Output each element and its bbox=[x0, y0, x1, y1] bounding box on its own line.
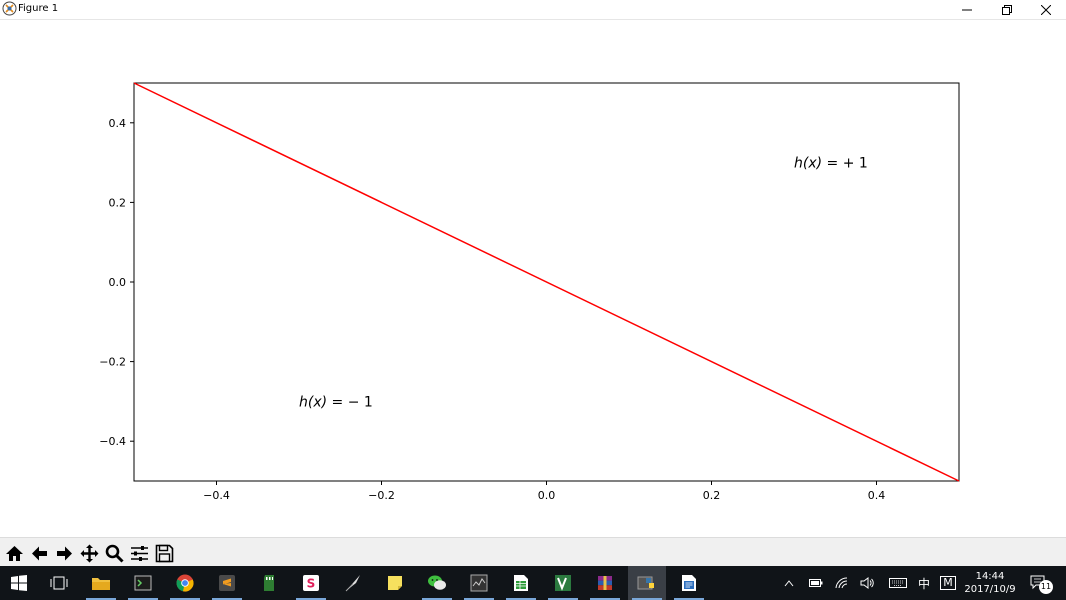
pan-icon bbox=[80, 544, 99, 563]
back-button[interactable] bbox=[28, 542, 51, 565]
taskbar-wechat[interactable] bbox=[418, 566, 456, 600]
save-icon bbox=[155, 544, 174, 563]
tray-keyboard[interactable] bbox=[885, 566, 911, 600]
window-title: Figure 1 bbox=[18, 3, 59, 14]
home-icon bbox=[6, 546, 23, 561]
navigation-toolbar bbox=[0, 537, 1066, 567]
taskbar-writer[interactable] bbox=[670, 566, 708, 600]
x-tick-label: −0.2 bbox=[368, 489, 395, 502]
winrar-icon bbox=[598, 576, 612, 590]
quill-icon bbox=[345, 575, 360, 592]
configure-button[interactable] bbox=[128, 542, 151, 565]
keyboard-icon bbox=[889, 578, 907, 588]
x-tick-label: 0.4 bbox=[868, 489, 886, 502]
battery-icon bbox=[809, 579, 823, 587]
app-icon bbox=[2, 1, 17, 16]
back-icon bbox=[32, 546, 47, 561]
restore-button[interactable] bbox=[987, 0, 1027, 19]
annotation-label: h(x) = − 1 bbox=[299, 394, 373, 410]
tray-ime-mode[interactable]: M bbox=[938, 566, 958, 600]
svg-text:S: S bbox=[307, 577, 316, 591]
clock-time: 14:44 bbox=[975, 571, 1005, 582]
y-tick-label: −0.4 bbox=[99, 435, 126, 448]
taskbar: S bbox=[0, 566, 1066, 600]
taskbar-slack[interactable]: S bbox=[292, 566, 330, 600]
taskbar-chrome[interactable] bbox=[166, 566, 204, 600]
taskbar-sublime[interactable] bbox=[208, 566, 246, 600]
task-view-icon bbox=[50, 576, 68, 590]
start-icon bbox=[11, 575, 27, 591]
tray-volume[interactable] bbox=[857, 566, 877, 600]
writer-icon bbox=[682, 575, 696, 591]
taskbar-spreadsheet[interactable] bbox=[502, 566, 540, 600]
series-line bbox=[133, 82, 960, 482]
figure-canvas[interactable]: −0.4 −0.2 0.0 0.2 0.4 0.4 0.2 0.0 −0.2 −0.4 h(x) =… bbox=[0, 20, 1066, 537]
annotation-label: h(x) = + 1 bbox=[794, 156, 868, 172]
tray-battery[interactable] bbox=[806, 566, 826, 600]
tray-notifications[interactable]: 11 bbox=[1028, 566, 1054, 600]
python-icon bbox=[637, 576, 654, 590]
taskbar-visio[interactable] bbox=[544, 566, 582, 600]
notification-count: 11 bbox=[1039, 580, 1053, 594]
y-tick-label: 0.0 bbox=[109, 276, 127, 289]
taskbar-quill[interactable] bbox=[334, 566, 372, 600]
taskbar-winrar[interactable] bbox=[586, 566, 624, 600]
terminal-icon bbox=[134, 575, 152, 591]
taskbar-python[interactable] bbox=[628, 566, 666, 600]
tray-network[interactable] bbox=[832, 566, 852, 600]
task-view-button[interactable] bbox=[40, 566, 78, 600]
wechat-icon bbox=[428, 575, 446, 590]
line-chart: −0.4 −0.2 0.0 0.2 0.4 0.4 0.2 0.0 −0.2 −0.4 h(x) =… bbox=[99, 82, 960, 502]
taskbar-sd-card[interactable] bbox=[250, 566, 288, 600]
y-tick-label: −0.2 bbox=[99, 356, 126, 369]
x-tick-label: 0.0 bbox=[538, 489, 556, 502]
close-button[interactable] bbox=[1026, 0, 1066, 19]
wifi-icon bbox=[835, 577, 848, 589]
sublime-icon bbox=[219, 575, 235, 591]
sticky-notes-icon bbox=[388, 576, 402, 590]
tray-clock[interactable]: 14:44 2017/10/9 bbox=[962, 570, 1018, 596]
spreadsheet-icon bbox=[514, 575, 528, 591]
close-icon bbox=[1041, 4, 1051, 15]
zoom-icon bbox=[105, 544, 124, 563]
monitor-icon bbox=[470, 574, 488, 592]
x-tick-label: 0.2 bbox=[703, 489, 721, 502]
taskbar-monitor[interactable] bbox=[460, 566, 498, 600]
y-tick-label: 0.2 bbox=[109, 196, 127, 209]
y-tick-label: 0.4 bbox=[109, 117, 127, 130]
ime-mode-label: M bbox=[940, 576, 956, 590]
restore-icon bbox=[1002, 4, 1012, 15]
title-bar: Figure 1 bbox=[0, 0, 1066, 20]
save-button[interactable] bbox=[153, 542, 176, 565]
taskbar-terminal[interactable] bbox=[124, 566, 162, 600]
chevron-up-icon bbox=[784, 580, 794, 587]
tray-overflow-button[interactable] bbox=[780, 566, 798, 600]
zoom-button[interactable] bbox=[103, 542, 126, 565]
forward-button[interactable] bbox=[53, 542, 76, 565]
chrome-icon bbox=[176, 574, 194, 592]
x-tick-label: −0.4 bbox=[203, 489, 230, 502]
minimize-icon bbox=[962, 9, 972, 10]
start-button[interactable] bbox=[0, 566, 38, 600]
configure-icon bbox=[131, 546, 148, 561]
slack-icon: S bbox=[303, 575, 319, 591]
tray-ime[interactable]: 中 bbox=[917, 576, 930, 591]
home-button[interactable] bbox=[3, 542, 26, 565]
forward-icon bbox=[57, 546, 72, 561]
file-explorer-icon bbox=[92, 578, 110, 590]
taskbar-file-explorer[interactable] bbox=[82, 566, 120, 600]
taskbar-sticky-notes[interactable] bbox=[376, 566, 414, 600]
speaker-icon bbox=[860, 577, 874, 589]
clock-date: 2017/10/9 bbox=[964, 584, 1016, 595]
visio-icon bbox=[555, 575, 571, 591]
pan-button[interactable] bbox=[78, 542, 101, 565]
minimize-button[interactable] bbox=[947, 0, 987, 19]
sd-card-icon bbox=[264, 575, 274, 591]
